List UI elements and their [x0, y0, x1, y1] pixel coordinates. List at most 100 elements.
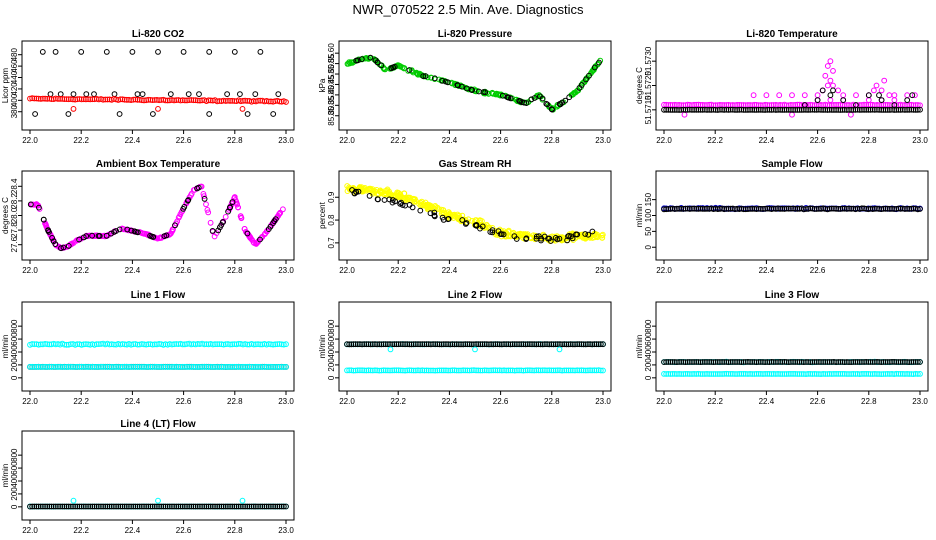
data-point [136, 503, 143, 510]
x-tick-label: 22.0 [22, 266, 38, 275]
data-point [495, 228, 502, 235]
data-point [361, 341, 368, 348]
data-point [182, 503, 188, 510]
data-point [143, 503, 150, 510]
data-point [83, 96, 89, 103]
data-point [681, 111, 688, 118]
data-point [150, 111, 156, 117]
data-point [155, 497, 161, 504]
data-point [556, 101, 563, 107]
data-point [83, 91, 90, 97]
data-point [801, 102, 808, 108]
data-point [280, 503, 287, 510]
data-point [428, 74, 435, 81]
panel-title: Li-820 Pressure [438, 29, 513, 40]
data-point [229, 341, 236, 348]
y-tick-label: 800 [10, 448, 19, 462]
y-tick-label: 85.60 [327, 43, 336, 64]
panel-co2: Li-820 CO2 Licor ppm 22.0 22.2 22.4 22.6 22.8 2… [1, 29, 295, 145]
data-point [917, 371, 923, 377]
data-point [83, 503, 89, 510]
x-tick-label: 22.6 [176, 266, 192, 275]
data-point [531, 95, 538, 101]
y-tick-label: 400 [327, 345, 336, 359]
data-point [242, 363, 249, 370]
data-point [201, 196, 208, 202]
x-tick-label: 22.2 [707, 266, 723, 275]
data-point [379, 189, 386, 196]
data-point [486, 341, 492, 348]
series-group [27, 183, 286, 252]
plot-frame [338, 170, 612, 261]
data-point [239, 106, 246, 112]
y-tick-label: 28.2 [10, 193, 19, 209]
data-point [473, 341, 480, 348]
data-point [192, 503, 199, 510]
data-point [445, 79, 451, 86]
data-point [206, 111, 213, 117]
data-point [263, 363, 270, 370]
data-point [547, 238, 554, 244]
x-tick-label: 23.0 [912, 397, 928, 406]
data-point [878, 97, 885, 103]
data-point [42, 221, 49, 228]
data-point [214, 341, 221, 348]
data-point [209, 228, 216, 234]
data-point [80, 503, 87, 510]
data-point [411, 199, 418, 205]
data-point [156, 503, 163, 510]
y-axis-label: kPa [318, 78, 327, 92]
data-point [409, 204, 416, 211]
data-point [562, 97, 569, 104]
data-point [257, 503, 264, 510]
data-point [405, 68, 412, 74]
data-point [917, 359, 923, 365]
x-tick-label: 22.2 [707, 136, 723, 145]
data-point [586, 72, 592, 79]
data-point [750, 92, 757, 99]
data-point [270, 503, 277, 510]
plot-frame [655, 301, 929, 392]
data-point [218, 503, 225, 510]
y-tick-label: 480 [10, 47, 19, 61]
data-point [445, 341, 452, 348]
panel-title: Gas Stream RH [439, 159, 512, 170]
data-point [564, 237, 570, 244]
x-tick-label: 23.0 [912, 136, 928, 145]
data-point [211, 233, 218, 240]
data-point [904, 92, 911, 99]
data-point [453, 367, 460, 374]
data-point [240, 363, 246, 370]
data-point [278, 503, 285, 510]
data-point [222, 503, 229, 510]
data-point [276, 503, 283, 510]
y-tick-label: 800 [644, 319, 653, 333]
data-point [392, 198, 399, 205]
data-point [539, 95, 546, 102]
data-point [186, 503, 193, 510]
data-point [216, 503, 223, 510]
data-point [270, 364, 277, 370]
data-point [417, 341, 424, 348]
y-tick-label: 51.5720 [644, 70, 653, 99]
data-point [29, 503, 36, 510]
data-point [511, 233, 518, 240]
data-point [600, 367, 606, 374]
data-point [364, 55, 371, 62]
data-point [27, 201, 34, 208]
data-point [431, 75, 438, 82]
data-point [914, 206, 921, 213]
x-tick-label: 22.4 [759, 397, 775, 406]
y-tick-label: 0 [644, 375, 653, 380]
data-point [60, 244, 67, 251]
data-point [445, 209, 452, 216]
data-point [229, 363, 236, 370]
data-point [111, 91, 118, 97]
data-point [420, 73, 427, 79]
data-point [830, 68, 836, 74]
series-group [344, 183, 606, 245]
data-point [220, 503, 227, 510]
data-point [789, 111, 795, 118]
x-tick-label: 23.0 [595, 266, 611, 275]
x-tick-label: 22.0 [339, 266, 355, 275]
